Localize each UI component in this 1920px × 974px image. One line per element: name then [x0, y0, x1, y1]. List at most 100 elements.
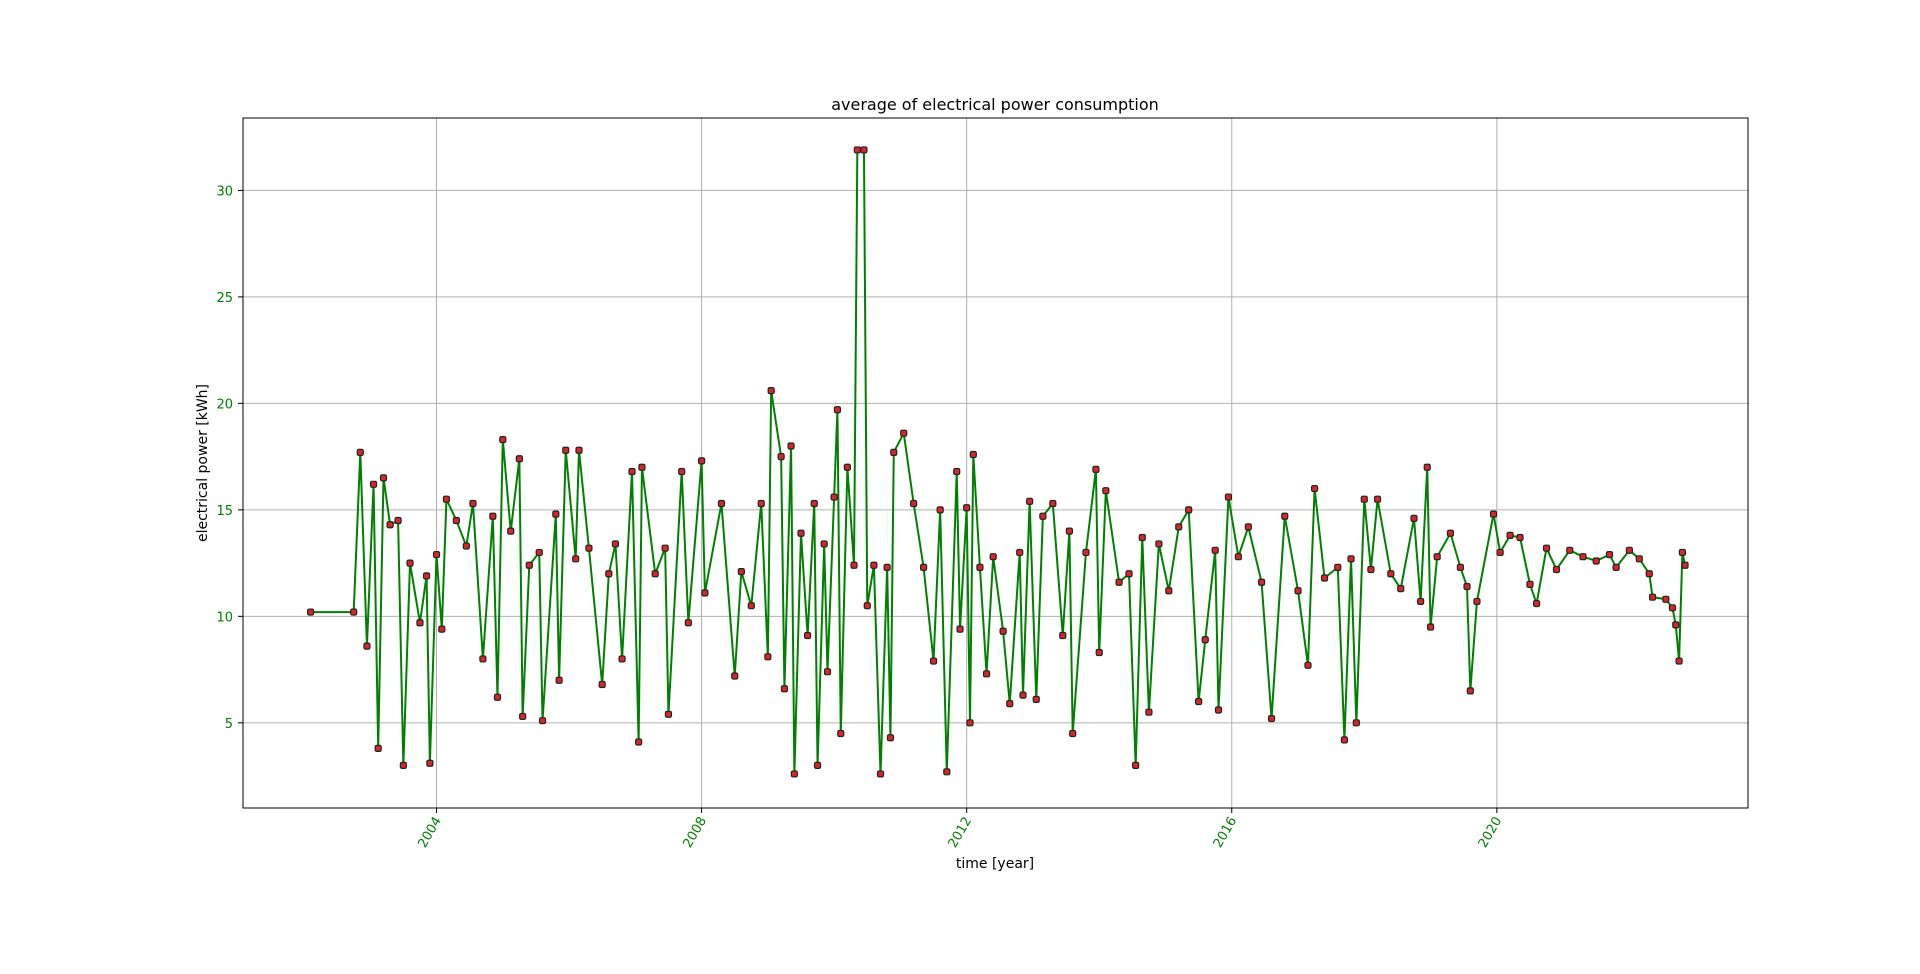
y-tick-label: 30 — [216, 184, 233, 199]
data-point — [737, 568, 745, 576]
y-tick-label: 10 — [216, 610, 233, 625]
data-point — [1065, 527, 1073, 535]
data-point — [678, 467, 686, 476]
data-point — [1672, 621, 1680, 629]
data-point — [635, 738, 643, 746]
data-point — [1310, 484, 1319, 493]
data-point — [1155, 540, 1163, 548]
data-point — [306, 608, 315, 616]
data-point — [638, 463, 646, 471]
plot-frame — [242, 117, 1749, 809]
data-point — [1132, 761, 1140, 770]
data-point — [1426, 623, 1435, 631]
data-line — [310, 148, 1687, 774]
data-point — [813, 761, 822, 770]
data-point — [1334, 563, 1342, 571]
data-point — [1466, 687, 1474, 695]
data-point — [406, 559, 414, 567]
data-point — [1506, 531, 1514, 540]
data-point — [830, 493, 838, 501]
data-point — [1102, 487, 1110, 495]
data-point — [363, 642, 371, 650]
data-point — [469, 499, 477, 508]
data-point — [1095, 648, 1103, 657]
data-point — [1496, 548, 1504, 557]
data-point — [1244, 523, 1252, 531]
data-point — [519, 712, 527, 721]
data-point — [697, 457, 706, 465]
data-point — [535, 548, 543, 557]
chart-title: average of electrical power consumption — [831, 95, 1159, 114]
data-point — [1625, 546, 1633, 554]
data-point — [1635, 555, 1643, 563]
data-point — [499, 435, 507, 444]
data-point — [525, 561, 533, 569]
data-point — [953, 467, 961, 476]
data-point — [572, 555, 580, 563]
data-point — [1668, 604, 1677, 612]
data-point — [1433, 553, 1441, 561]
data-point — [1304, 661, 1312, 669]
data-point — [1423, 463, 1431, 471]
data-point — [1347, 555, 1355, 563]
data-point — [1006, 700, 1014, 708]
data-point — [969, 450, 977, 459]
data-point — [1446, 529, 1455, 537]
data-point — [350, 608, 358, 616]
data-point — [764, 653, 772, 661]
data-point — [369, 480, 378, 488]
data-point — [538, 717, 547, 725]
x-axis-label: time [year] — [956, 856, 1034, 872]
y-axis-label: electrical power [kWh] — [195, 384, 211, 542]
data-point — [1039, 512, 1047, 520]
data-point — [1224, 493, 1233, 501]
data-point — [1234, 553, 1242, 561]
data-point — [936, 506, 944, 514]
data-point — [919, 563, 928, 571]
data-point — [422, 572, 431, 580]
data-point — [1645, 570, 1653, 578]
data-point — [717, 499, 726, 508]
data-point — [1115, 578, 1123, 586]
data-point — [1125, 570, 1133, 578]
data-point — [876, 770, 885, 778]
data-point — [651, 570, 659, 578]
data-point — [416, 619, 424, 627]
data-point — [777, 453, 785, 461]
data-point — [1410, 514, 1418, 522]
data-point — [399, 761, 407, 770]
data-point — [999, 627, 1007, 635]
data-point — [767, 386, 775, 395]
data-point — [1532, 599, 1541, 608]
x-tick-label: 2008 — [681, 815, 711, 851]
data-point — [1165, 587, 1173, 595]
data-point — [853, 146, 861, 154]
data-point — [701, 589, 709, 597]
data-point — [731, 672, 739, 680]
data-point — [1456, 563, 1464, 571]
data-point — [810, 499, 818, 508]
data-point — [1185, 506, 1193, 514]
data-point — [462, 542, 470, 550]
y-tick-label: 15 — [216, 504, 233, 519]
data-point — [1257, 578, 1266, 586]
data-point — [1201, 636, 1209, 644]
data-point — [1516, 533, 1524, 542]
data-point — [515, 455, 523, 463]
data-point — [1648, 593, 1657, 601]
data-point — [386, 521, 394, 529]
data-point — [432, 550, 441, 559]
data-point — [1397, 585, 1405, 593]
data-point — [870, 561, 878, 569]
data-point — [1678, 548, 1686, 557]
data-point — [976, 563, 984, 571]
data-point — [1367, 565, 1375, 574]
data-point — [787, 442, 795, 450]
data-point — [1032, 695, 1040, 703]
data-point — [1320, 574, 1329, 582]
data-point — [1592, 557, 1600, 565]
data-point — [1049, 499, 1057, 508]
data-point — [797, 529, 805, 537]
data-point — [394, 516, 402, 525]
